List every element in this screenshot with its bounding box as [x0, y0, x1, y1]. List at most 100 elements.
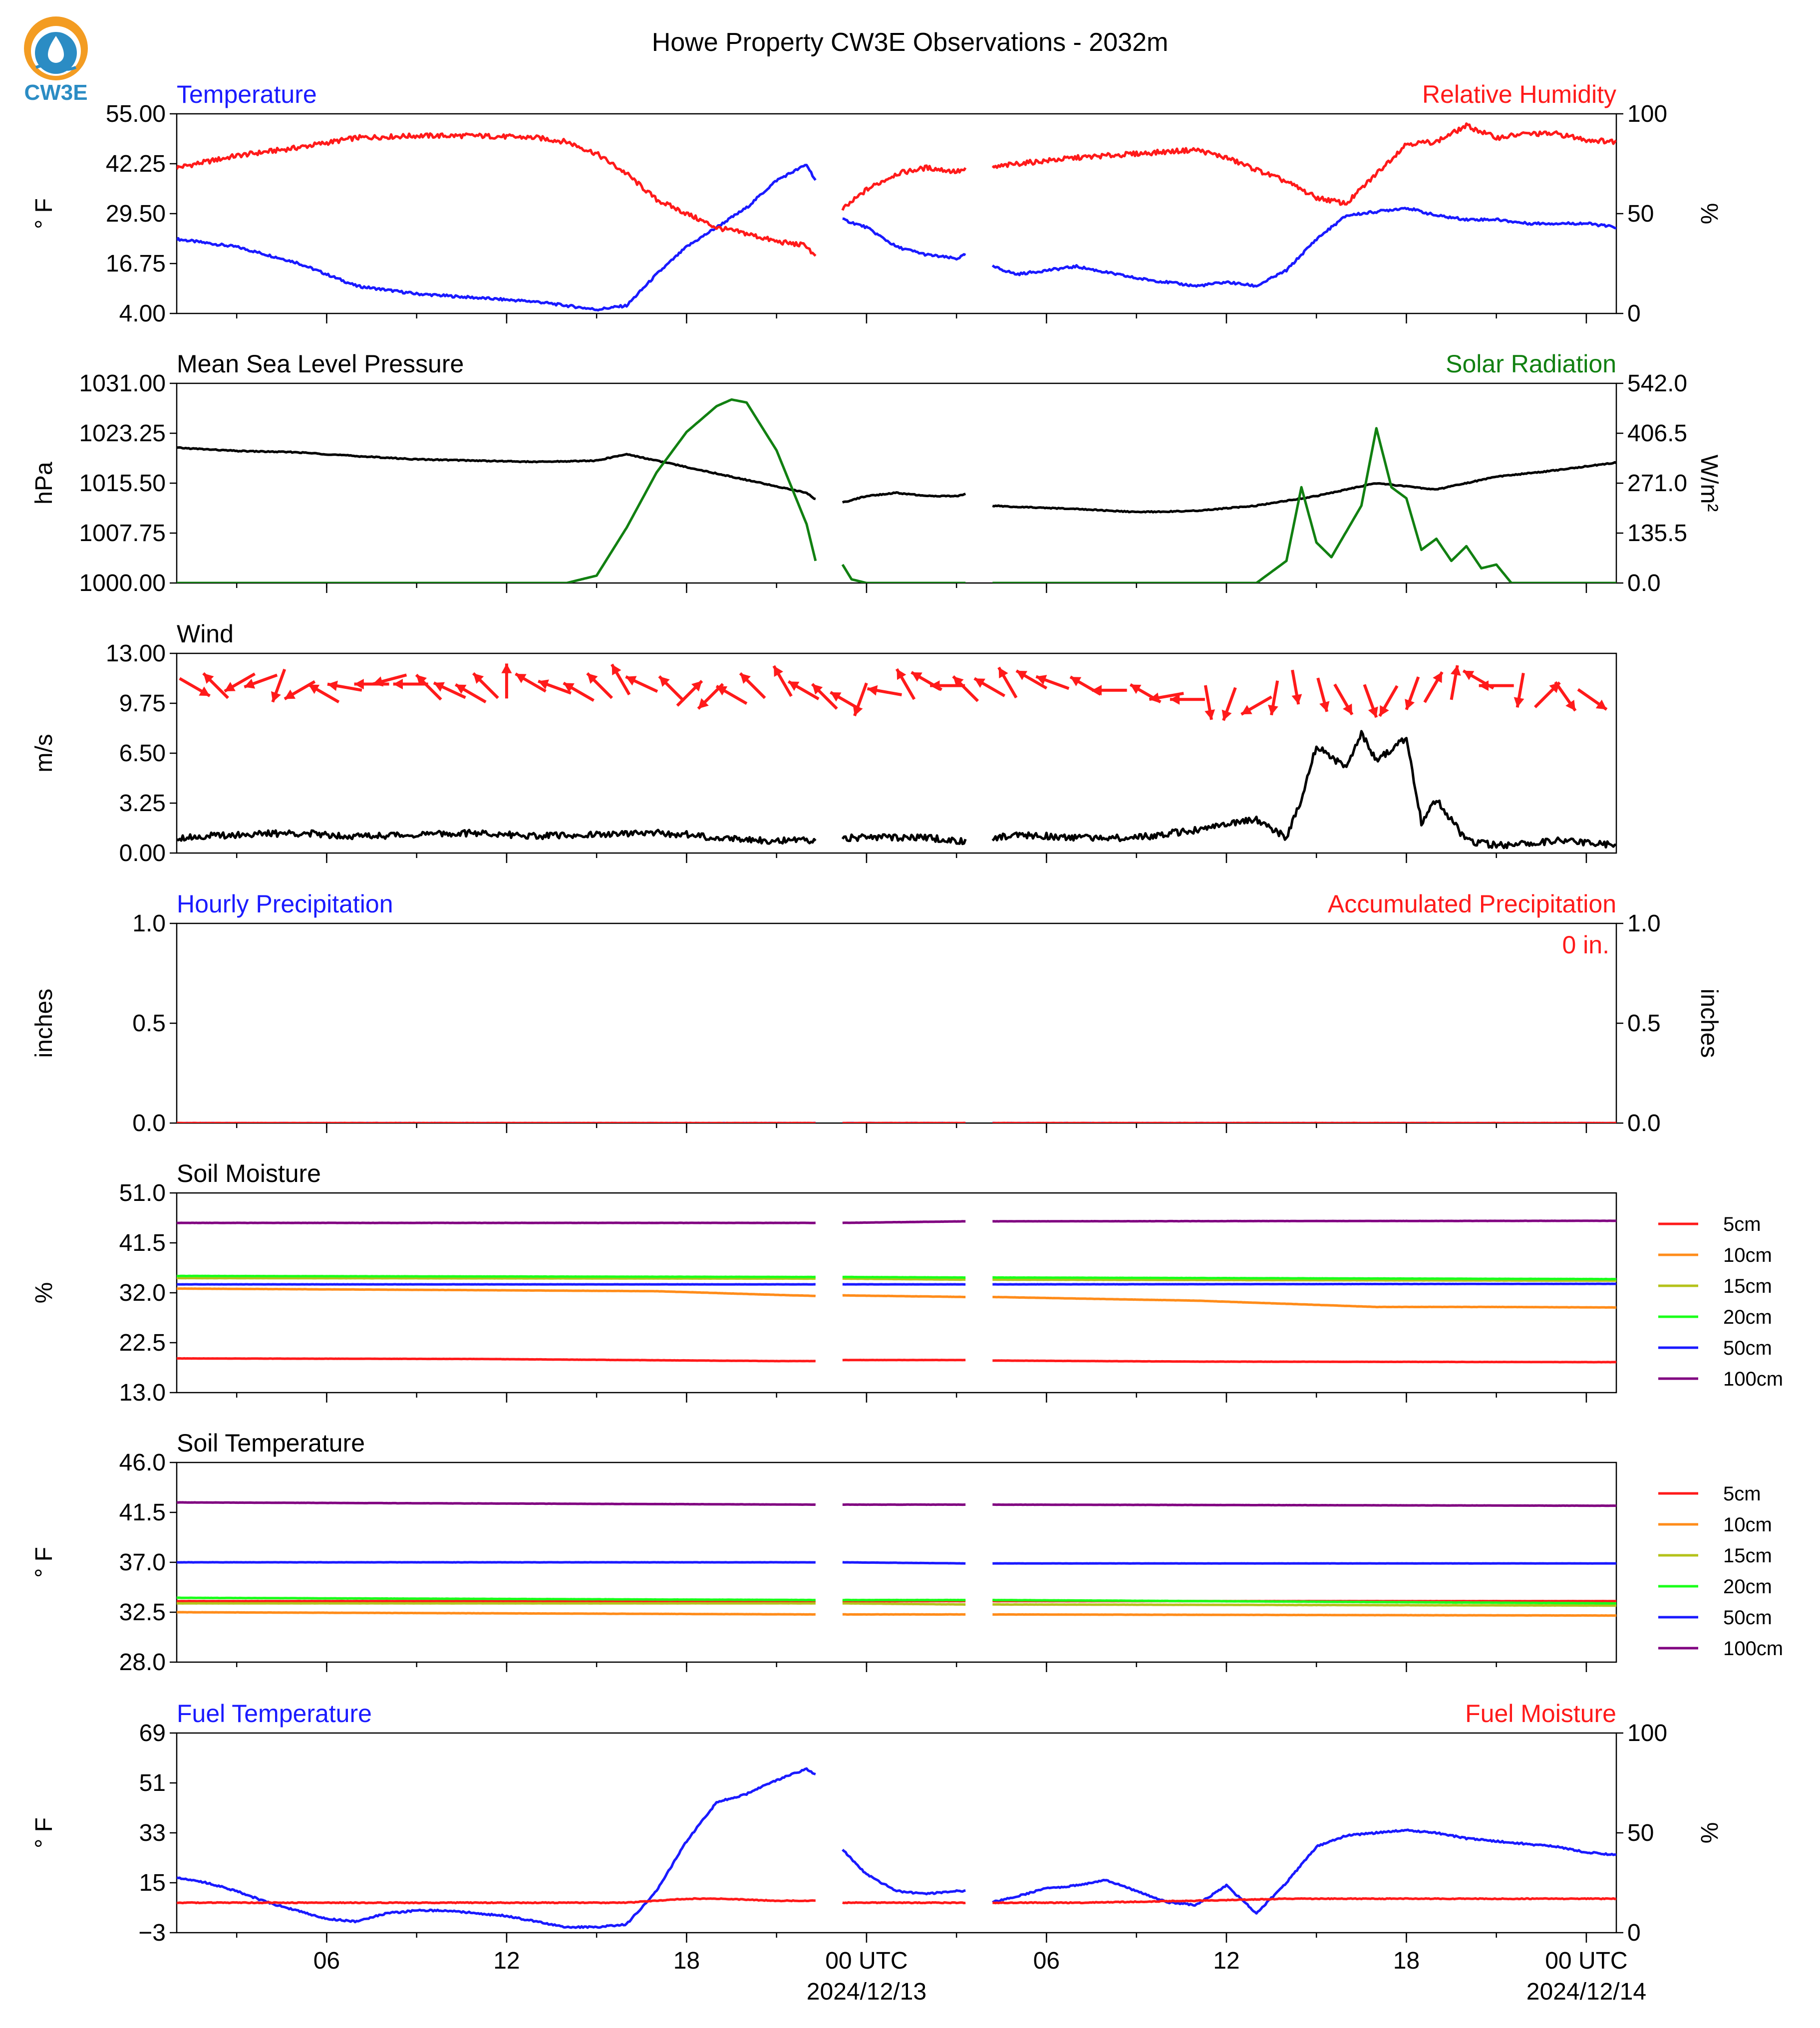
- y-tick-label: 3.25: [119, 790, 166, 817]
- wind-arrow: [1267, 680, 1279, 716]
- x-tick-label: 06: [1033, 1948, 1060, 1974]
- y-tick-label: 15: [139, 1870, 166, 1896]
- wind-arrow: [1577, 688, 1608, 711]
- y-tick-label: 32.0: [119, 1280, 166, 1306]
- wind-arrow: [354, 678, 389, 690]
- wind-arrow: [867, 685, 902, 696]
- series-line-5cm: [992, 1359, 1616, 1364]
- y-tick-label: 28.0: [119, 1649, 166, 1676]
- x-axis-labels: 06 12 18 00 UTC 06 12 18 00 UTC 2024/12/13 2024/1…: [313, 1948, 1646, 2005]
- series-line-temperature: [177, 164, 817, 312]
- wind-arrow: [1240, 695, 1272, 716]
- y-tick-label-right: 0.0: [1627, 570, 1661, 596]
- wind-arrow: [1450, 665, 1461, 700]
- plot-frame: [176, 382, 1617, 584]
- series-line-temperature: [842, 217, 966, 261]
- panel-title-right: Solar Radiation: [1446, 350, 1616, 378]
- wind-arrow: [1479, 680, 1514, 691]
- series-line-wind: [177, 829, 817, 845]
- logo-drop-icon: [48, 36, 64, 63]
- y-tick-label: 42.25: [106, 151, 166, 177]
- y-tick-label: 32.5: [119, 1599, 166, 1626]
- wind-arrow: [952, 675, 979, 702]
- panel-title-right: Accumulated Precipitation: [1328, 890, 1616, 918]
- panel-title-right: Relative Humidity: [1422, 80, 1616, 108]
- wind-arrow: [415, 673, 442, 701]
- series-line-100cm: [992, 1503, 1616, 1507]
- series-line-50cm: [842, 1561, 966, 1565]
- series-line-15cm: [842, 1277, 966, 1281]
- wind-arrow: [1554, 681, 1577, 712]
- legend-label: 5cm: [1723, 1213, 1761, 1235]
- panel-title-left: Fuel Temperature: [177, 1700, 372, 1728]
- series-line-relative-humidity: [991, 122, 1616, 206]
- wind-arrow: [625, 675, 658, 693]
- y-axis-label-right: %: [1696, 1822, 1722, 1844]
- soil-legend: 5cm 10cm 15cm 20cm 50cm 100cm: [1658, 1213, 1783, 1390]
- x-tick-label: 00 UTC: [825, 1948, 908, 1974]
- plot-frame: [176, 652, 1617, 854]
- y-tick-label-right: 271.0: [1627, 470, 1687, 497]
- y-tick-label: 6.50: [119, 740, 166, 767]
- y-tick-label: 51: [139, 1770, 166, 1796]
- y-axis-label-right: inches: [1696, 989, 1722, 1058]
- y-tick-label: 1007.75: [79, 520, 166, 547]
- x-tick-label: 00 UTC: [1545, 1948, 1627, 1974]
- y-tick-label-right: 0: [1627, 300, 1641, 327]
- y-axis-label-right: W/m²: [1696, 455, 1722, 512]
- series-line-fuel-temperature: [177, 1767, 816, 1929]
- x-date-label: 2024/12/14: [1526, 1979, 1646, 2005]
- y-tick-label-right: 100: [1627, 1720, 1667, 1746]
- wind-arrow: [610, 663, 631, 696]
- series-line-15cm: [842, 1602, 966, 1606]
- wind-arrow: [1405, 676, 1420, 710]
- y-axis-label: %: [31, 1282, 57, 1304]
- y-tick-label: 13.00: [106, 640, 166, 667]
- wind-arrow: [997, 666, 1018, 699]
- panel-7: Fuel Temperature Fuel Moisture 69 51 33 15 −3 1…: [31, 1700, 1722, 1946]
- y-tick-label: 1031.00: [79, 370, 166, 397]
- panel-title-left: Mean Sea Level Pressure: [177, 350, 464, 378]
- wind-arrow: [1015, 669, 1048, 690]
- y-tick-label: 69: [139, 1720, 166, 1746]
- panel-title-left: Hourly Precipitation: [177, 890, 393, 918]
- wind-arrow: [676, 680, 703, 707]
- y-tick-label: −3: [138, 1920, 166, 1946]
- wind-arrow: [433, 681, 466, 699]
- series-line-fuel-temperature: [992, 1828, 1616, 1915]
- y-tick-label: 55.00: [106, 101, 166, 127]
- y-tick-label-right: 100: [1627, 101, 1667, 127]
- series-line-10cm: [992, 1296, 1616, 1309]
- wind-arrow: [307, 683, 340, 704]
- wind-arrow: [501, 663, 512, 699]
- chart-panels: Temperature Relative Humidity 55.00 42.25 29…: [31, 80, 1783, 1946]
- wind-arrow: [739, 672, 766, 699]
- wind-arrow: [393, 678, 428, 690]
- y-tick-label: 37.0: [119, 1549, 166, 1576]
- series-line-5cm: [177, 1357, 816, 1363]
- series-line-20cm: [992, 1599, 1616, 1605]
- wind-arrow: [658, 675, 685, 702]
- y-tick-label: 22.5: [119, 1330, 166, 1356]
- wind-arrow: [1316, 677, 1330, 712]
- wind-arrow: [455, 683, 487, 704]
- y-tick-label: 29.50: [106, 201, 166, 227]
- wind-arrow: [472, 672, 499, 699]
- wind-arrow: [853, 682, 868, 717]
- wind-arrow: [563, 681, 595, 702]
- legend-label: 50cm: [1723, 1337, 1772, 1359]
- series-line-relative-humidity: [841, 164, 967, 211]
- soil-legend: 5cm 10cm 15cm 20cm 50cm 100cm: [1658, 1483, 1783, 1660]
- legend-label: 20cm: [1723, 1306, 1772, 1328]
- x-tick-label: 18: [673, 1948, 700, 1974]
- series-line-20cm: [177, 1274, 816, 1278]
- wind-arrow: [179, 677, 211, 697]
- y-tick-label: 0.0: [132, 1110, 166, 1137]
- wind-arrow: [787, 680, 820, 700]
- y-tick-label: 1000.00: [79, 570, 166, 596]
- wind-arrow: [202, 672, 229, 699]
- wind-arrow: [1423, 671, 1444, 703]
- wind-arrow: [1363, 684, 1378, 718]
- panel-title-right: Fuel Moisture: [1465, 1700, 1616, 1728]
- wind-arrow: [973, 677, 1006, 697]
